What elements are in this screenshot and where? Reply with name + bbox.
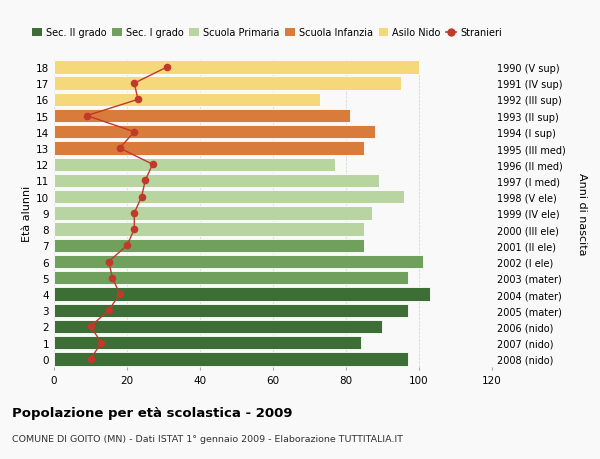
- Point: [107, 274, 117, 282]
- Point: [148, 161, 157, 168]
- Bar: [54, 336, 361, 350]
- Bar: [54, 255, 422, 269]
- Point: [163, 64, 172, 72]
- Bar: [54, 223, 364, 236]
- Bar: [54, 77, 401, 90]
- Point: [104, 258, 113, 266]
- Bar: [54, 288, 430, 301]
- Bar: [54, 142, 364, 155]
- Point: [140, 177, 150, 185]
- Point: [130, 80, 139, 88]
- Bar: [54, 158, 335, 172]
- Point: [133, 96, 143, 104]
- Point: [104, 307, 113, 314]
- Bar: [54, 304, 408, 317]
- Text: COMUNE DI GOITO (MN) - Dati ISTAT 1° gennaio 2009 - Elaborazione TUTTITALIA.IT: COMUNE DI GOITO (MN) - Dati ISTAT 1° gen…: [12, 434, 403, 443]
- Point: [130, 226, 139, 233]
- Bar: [54, 239, 364, 252]
- Bar: [54, 207, 371, 220]
- Point: [122, 242, 132, 250]
- Bar: [54, 174, 379, 188]
- Bar: [54, 272, 408, 285]
- Point: [97, 339, 106, 347]
- Bar: [54, 61, 419, 74]
- Point: [82, 112, 92, 120]
- Bar: [54, 190, 404, 204]
- Point: [86, 355, 95, 363]
- Bar: [54, 110, 350, 123]
- Point: [86, 323, 95, 330]
- Bar: [54, 320, 383, 333]
- Bar: [54, 353, 408, 366]
- Y-axis label: Età alunni: Età alunni: [22, 185, 32, 241]
- Point: [137, 194, 146, 201]
- Point: [115, 291, 125, 298]
- Y-axis label: Anni di nascita: Anni di nascita: [577, 172, 587, 255]
- Text: Popolazione per età scolastica - 2009: Popolazione per età scolastica - 2009: [12, 406, 293, 419]
- Point: [130, 129, 139, 136]
- Legend: Sec. II grado, Sec. I grado, Scuola Primaria, Scuola Infanzia, Asilo Nido, Stran: Sec. II grado, Sec. I grado, Scuola Prim…: [28, 24, 506, 42]
- Point: [130, 210, 139, 217]
- Bar: [54, 126, 375, 139]
- Bar: [54, 94, 320, 107]
- Point: [115, 145, 125, 152]
